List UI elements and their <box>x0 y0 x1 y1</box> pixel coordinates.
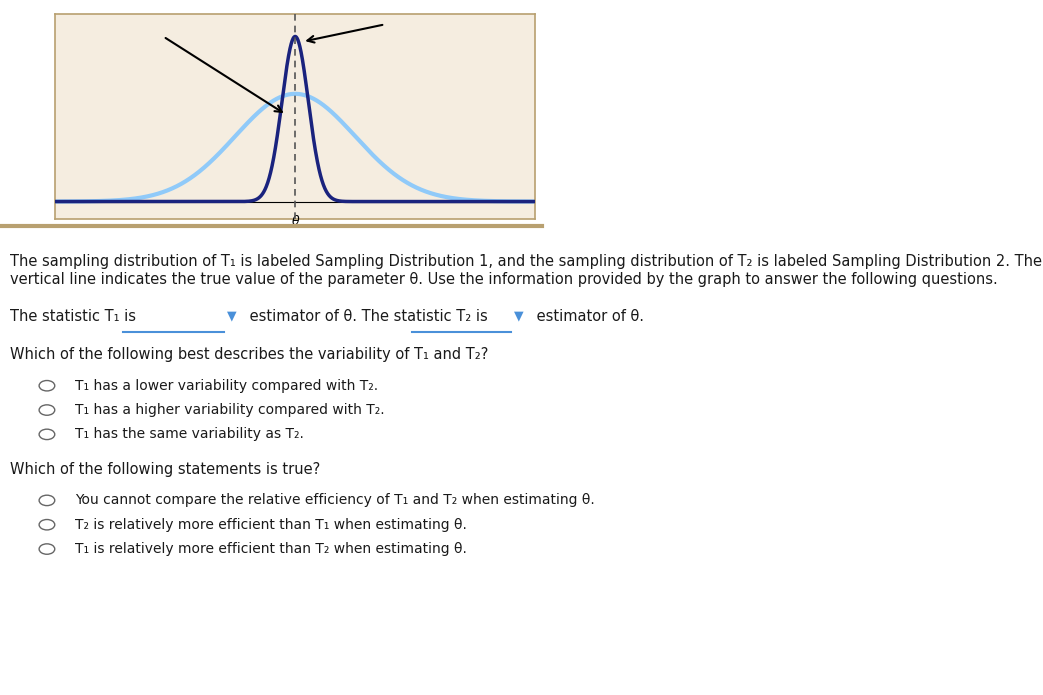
Text: T₁ has the same variability as T₂.: T₁ has the same variability as T₂. <box>75 427 304 441</box>
Text: The statistic T₁ is: The statistic T₁ is <box>10 309 141 325</box>
Text: ▼: ▼ <box>514 309 524 322</box>
Text: T₂ is relatively more efficient than T₁ when estimating θ.: T₂ is relatively more efficient than T₁ … <box>75 518 467 532</box>
Text: You cannot compare the relative efficiency of T₁ and T₂ when estimating θ.: You cannot compare the relative efficien… <box>75 493 595 507</box>
Text: θ: θ <box>291 215 299 229</box>
Text: Which of the following statements is true?: Which of the following statements is tru… <box>10 462 320 477</box>
Text: estimator of θ. The statistic T₂ is: estimator of θ. The statistic T₂ is <box>245 309 492 325</box>
Text: vertical line indicates the true value of the parameter θ. Use the information p: vertical line indicates the true value o… <box>10 272 998 288</box>
Text: The sampling distribution of T₁ is labeled Sampling Distribution 1, and the samp: The sampling distribution of T₁ is label… <box>10 254 1043 269</box>
Text: estimator of θ.: estimator of θ. <box>532 309 644 325</box>
Text: Which of the following best describes the variability of T₁ and T₂?: Which of the following best describes th… <box>10 348 489 363</box>
Text: T₁ has a higher variability compared with T₂.: T₁ has a higher variability compared wit… <box>75 403 385 417</box>
Text: ▼: ▼ <box>227 309 237 322</box>
Text: T₁ is relatively more efficient than T₂ when estimating θ.: T₁ is relatively more efficient than T₂ … <box>75 542 467 556</box>
Text: T₁ has a lower variability compared with T₂.: T₁ has a lower variability compared with… <box>75 379 379 393</box>
